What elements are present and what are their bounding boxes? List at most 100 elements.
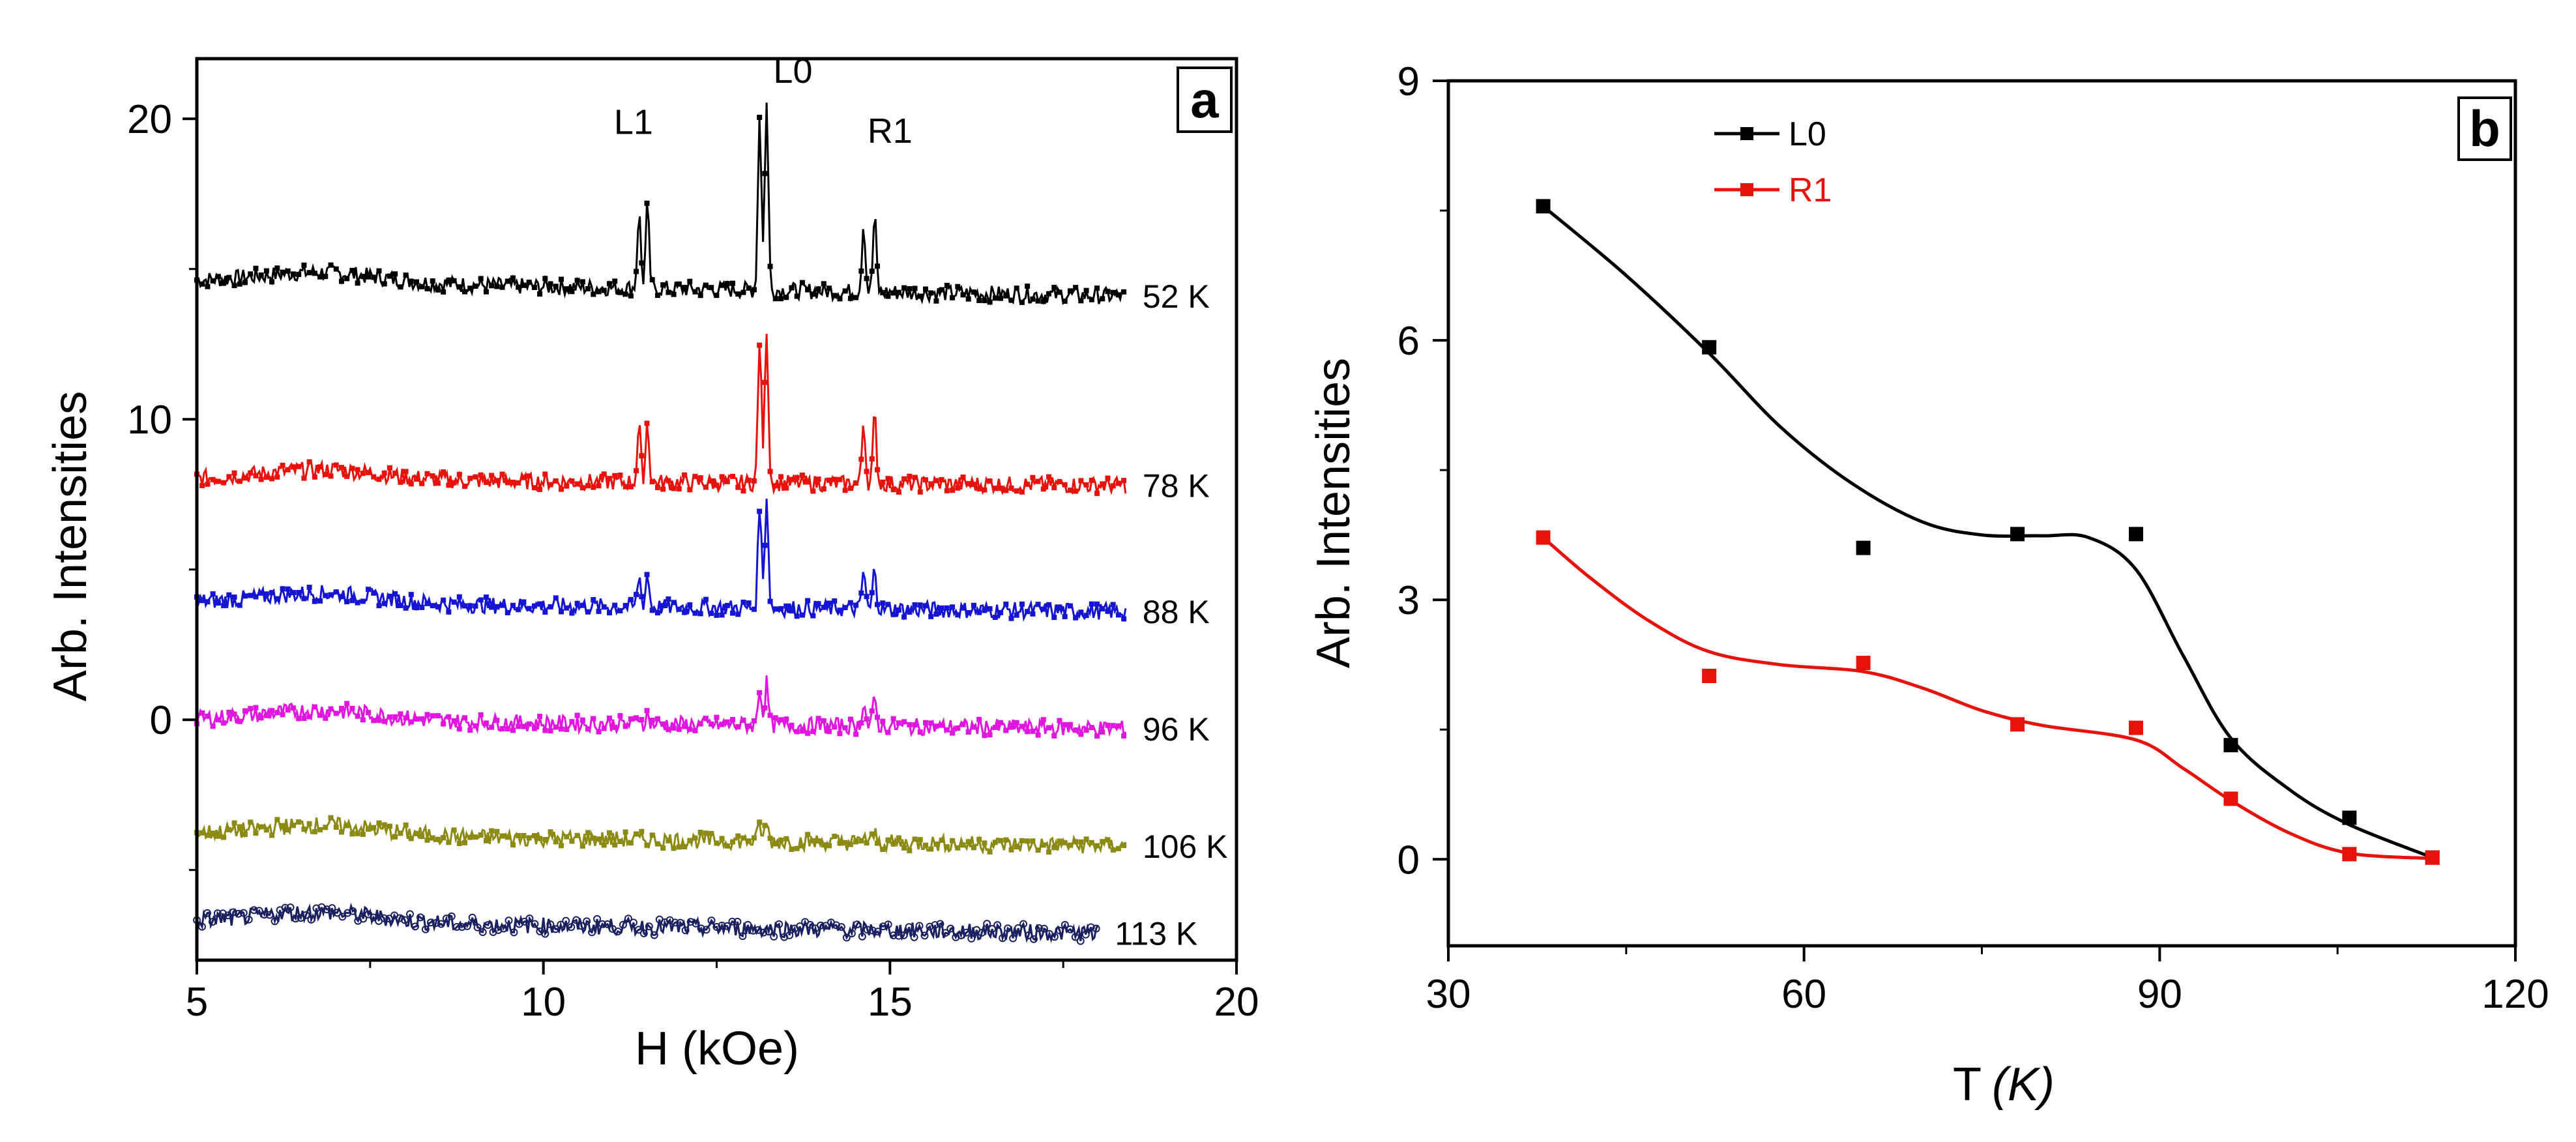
panel-a-marker bbox=[654, 841, 660, 847]
panel-a-marker bbox=[772, 483, 778, 489]
panel-a-marker bbox=[416, 913, 424, 922]
panel-a-marker bbox=[424, 600, 430, 606]
panel-a-marker bbox=[553, 724, 559, 730]
panel-a-marker bbox=[215, 717, 221, 723]
panel-a-marker bbox=[890, 290, 896, 296]
panel-a-marker bbox=[537, 713, 543, 719]
panel-a-marker bbox=[967, 934, 976, 943]
panel-a-marker bbox=[987, 606, 993, 611]
panel-a-marker bbox=[634, 831, 639, 837]
panel-a-marker bbox=[730, 473, 736, 479]
panel-b-letter: b bbox=[2469, 100, 2500, 157]
panel-a-marker bbox=[941, 929, 950, 937]
panel-a-marker bbox=[596, 608, 602, 614]
panel-a-marker bbox=[778, 606, 784, 611]
panel-a-marker bbox=[344, 823, 350, 828]
panel-a-marker bbox=[1083, 613, 1089, 619]
panel-a-peak-labels: L1 L0 R1 bbox=[614, 51, 913, 151]
panel-a-marker bbox=[682, 844, 688, 850]
panel-a-marker bbox=[783, 603, 789, 609]
panel-a-marker bbox=[728, 917, 737, 926]
panel-a-marker bbox=[952, 933, 960, 941]
panel-a-marker bbox=[441, 469, 446, 475]
panel-a-marker bbox=[366, 826, 372, 832]
panel-a-marker bbox=[430, 835, 435, 841]
panel-a-marker bbox=[1025, 481, 1031, 487]
panel-a-marker bbox=[832, 598, 838, 604]
panel-a-marker bbox=[922, 286, 928, 292]
panel-b-point bbox=[1702, 340, 1717, 355]
panel-a-marker bbox=[682, 609, 688, 615]
panel-a-marker bbox=[746, 285, 752, 291]
panel-a-marker bbox=[1100, 296, 1105, 302]
panel-a-marker bbox=[301, 596, 307, 602]
panel-a-marker bbox=[992, 840, 998, 845]
panel-a-marker bbox=[203, 909, 211, 917]
panel-a-marker bbox=[864, 594, 870, 600]
panel-a-marker bbox=[269, 832, 275, 838]
panel-a-marker bbox=[703, 282, 709, 288]
panel-a-marker bbox=[269, 279, 275, 285]
panel-a-marker bbox=[1019, 601, 1025, 607]
panel-a-marker bbox=[446, 482, 452, 488]
panel-a-marker bbox=[473, 834, 478, 840]
panel-a-marker bbox=[585, 726, 591, 732]
panel-a-marker bbox=[950, 730, 956, 736]
panel-a-marker bbox=[505, 726, 510, 732]
panel-a-series-line bbox=[196, 675, 1127, 740]
panel-a-marker bbox=[574, 600, 580, 606]
panel-a-marker bbox=[237, 478, 242, 484]
panel-a-marker bbox=[387, 714, 392, 720]
panel-a-marker bbox=[697, 829, 703, 835]
panel-a-marker bbox=[1115, 292, 1121, 298]
panel-a-marker bbox=[1110, 847, 1116, 853]
panel-a-marker bbox=[1008, 485, 1014, 491]
panel-a-marker bbox=[574, 712, 580, 718]
panel-a-marker bbox=[676, 281, 682, 287]
panel-a-marker bbox=[478, 597, 484, 603]
panel-a-marker bbox=[462, 483, 468, 489]
panel-a-marker bbox=[987, 732, 993, 738]
panel-a-marker bbox=[1100, 606, 1105, 612]
panel-a-marker bbox=[542, 727, 548, 733]
panel-a-marker bbox=[884, 920, 892, 929]
panel-a-marker bbox=[649, 277, 655, 283]
panel-a-marker bbox=[323, 471, 329, 477]
panel-a-marker bbox=[215, 274, 221, 280]
panel-a-marker bbox=[392, 714, 398, 720]
panel-a-y-tick-label: 20 bbox=[127, 97, 172, 142]
panel-a-marker bbox=[692, 473, 698, 479]
panel-a-x-tick-label: 5 bbox=[186, 980, 208, 1025]
panel-a-marker bbox=[955, 845, 961, 851]
panel-a-marker bbox=[992, 486, 998, 491]
panel-a-marker bbox=[965, 481, 971, 487]
panel-a-marker bbox=[894, 931, 903, 940]
panel-a-marker bbox=[649, 832, 655, 838]
panel-a-marker bbox=[682, 472, 688, 478]
panel-a-marker bbox=[468, 913, 476, 922]
panel-a-marker bbox=[398, 284, 403, 290]
panel-a-series-markers bbox=[194, 342, 1127, 496]
panel-a-marker bbox=[531, 833, 537, 839]
panel-a-marker bbox=[783, 485, 789, 491]
panel-a-marker bbox=[724, 478, 730, 484]
panel-a-marker bbox=[987, 849, 993, 855]
panel-a-marker bbox=[483, 289, 489, 295]
panel-a-marker bbox=[671, 291, 677, 297]
panel-a-marker bbox=[301, 262, 307, 268]
panel-a-marker bbox=[853, 480, 859, 486]
panel-a-marker bbox=[548, 604, 553, 609]
panel-a-marker bbox=[799, 280, 805, 286]
panel-a-marker bbox=[714, 293, 720, 299]
panel-a-marker bbox=[591, 596, 596, 602]
panel-a-marker bbox=[396, 914, 404, 922]
panel-a-marker bbox=[853, 839, 859, 845]
panel-a-marker bbox=[719, 474, 725, 480]
panel-a-marker bbox=[403, 469, 409, 475]
panel-a-marker bbox=[740, 488, 746, 494]
panel-b-point bbox=[2223, 738, 2238, 753]
panel-a-marker bbox=[328, 815, 334, 821]
panel-a-marker bbox=[815, 716, 821, 722]
panel-a-marker bbox=[1094, 733, 1100, 739]
panel-a-marker bbox=[210, 476, 216, 482]
